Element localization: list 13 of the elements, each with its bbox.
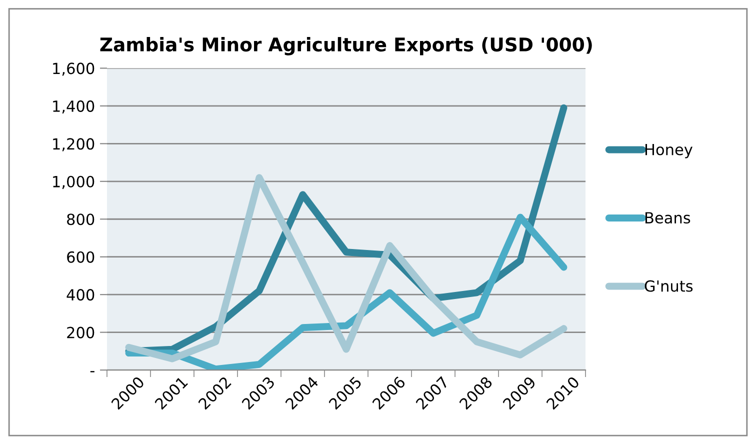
y-tick-label: 1,200	[53, 138, 94, 152]
y-tick-label: 1,400	[53, 100, 94, 114]
chart-title: Zambia's Minor Agriculture Exports (USD '000)	[100, 37, 592, 56]
legend-label: G'nuts	[644, 280, 693, 292]
y-tick-label: 200	[67, 326, 94, 338]
legend-label: Beans	[645, 212, 690, 224]
legend-label: Honey	[645, 144, 692, 158]
y-tick-label: 400	[66, 289, 94, 301]
y-tick-label: 1,000	[53, 176, 94, 189]
y-tick-label: 600	[67, 251, 94, 263]
y-tick-label: -	[90, 371, 94, 372]
y-tick-label: 1,600	[53, 62, 94, 76]
y-tick-label: 800	[67, 214, 94, 226]
